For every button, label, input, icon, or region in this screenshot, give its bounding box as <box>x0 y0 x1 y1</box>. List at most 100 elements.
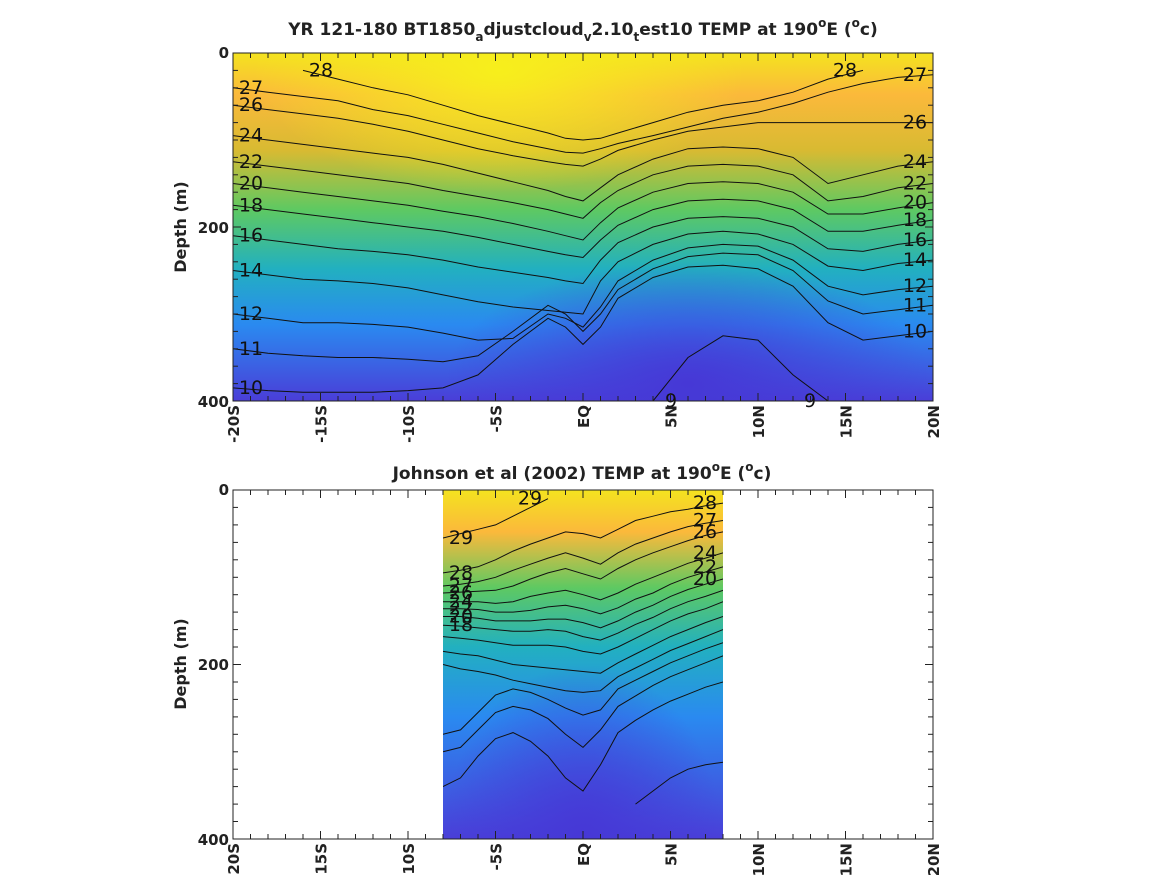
xtick-label: 5N <box>663 843 681 866</box>
isotherm-22 <box>233 161 933 219</box>
isotherm-16 <box>233 216 933 285</box>
xtick-label: 5N <box>663 405 681 428</box>
xtick-label: 10N <box>750 405 768 438</box>
xtick-label: EQ <box>575 843 593 866</box>
top-ytick-200: 200 <box>198 219 229 237</box>
top-title: YR 121-180 BT1850adjustcloudv2.10test10 … <box>287 16 878 44</box>
xtick-label: -20S <box>225 405 243 443</box>
xtick-label: 20N <box>925 405 943 438</box>
contour-label: 22 <box>449 598 473 620</box>
contour-label: 27 <box>903 64 927 86</box>
top-xtick-labels: -20S -15S -10S -5S EQ 5N 10N 15N 20N <box>225 405 943 443</box>
isotherm-12 <box>443 642 723 735</box>
isotherm-18 <box>443 589 723 641</box>
contour-label: 12 <box>239 303 263 325</box>
isotherm-28 <box>443 502 723 574</box>
contour-label: 22 <box>693 556 717 578</box>
isotherm-22 <box>443 566 723 615</box>
isotherm-9 <box>652 335 829 401</box>
contour-label: 26 <box>903 112 927 134</box>
bottom-ytick-0: 0 <box>219 481 229 499</box>
isotherm-27 <box>233 74 933 154</box>
contour-label: 24 <box>903 151 927 173</box>
bottom-xtick-labels: -20S -15S -10S -5S EQ 5N 10N 15N 20N <box>225 843 943 875</box>
contour-label: 14 <box>903 249 927 271</box>
contour-label: 27 <box>449 575 473 597</box>
top-contours <box>233 69 933 401</box>
contour-label: 28 <box>449 562 473 584</box>
top-panel: YR 121-180 BT1850adjustcloudv2.10test10 … <box>171 16 943 443</box>
isotherm-10 <box>443 681 723 792</box>
bottom-title: Johnson et al (2002) TEMP at 190oE (oc) <box>392 460 772 484</box>
contour-label: 28 <box>833 59 857 81</box>
xtick-label: -15S <box>313 843 331 875</box>
isotherm-11 <box>233 252 933 363</box>
isotherm-11 <box>443 655 723 753</box>
xtick-label: 20N <box>925 843 943 875</box>
contour-label: 26 <box>239 94 263 116</box>
contour-label: 27 <box>693 510 717 532</box>
xtick-label: 15N <box>838 843 856 875</box>
contour-label: 28 <box>693 492 717 514</box>
contour-label: 22 <box>903 173 927 195</box>
contour-label: 20 <box>903 192 927 214</box>
contour-label: 10 <box>903 320 927 342</box>
bottom-panel: Johnson et al (2002) TEMP at 190oE (oc) … <box>171 460 943 875</box>
contour-label: 12 <box>903 275 927 297</box>
isotherm-14 <box>443 616 723 674</box>
contour-label: 18 <box>449 614 473 636</box>
contour-label: 11 <box>239 338 263 360</box>
isotherm-26 <box>233 104 933 167</box>
contour-label: 16 <box>903 229 927 251</box>
contour-label: 11 <box>903 294 927 316</box>
xtick-label: -20S <box>225 843 243 875</box>
isotherm-18 <box>233 198 933 259</box>
isotherm-12 <box>233 243 933 341</box>
xtick-label: 10N <box>750 843 768 875</box>
isotherm-9 <box>635 761 723 805</box>
xtick-label: -10S <box>400 843 418 875</box>
contour-label: 20 <box>449 606 473 628</box>
bottom-ylabel: Depth (m) <box>171 618 190 710</box>
bottom-ytick-400: 400 <box>198 831 229 849</box>
top-ylabel: Depth (m) <box>171 181 190 273</box>
contour-label: 14 <box>239 260 263 282</box>
isotherm-27 <box>443 520 723 587</box>
isotherm-24 <box>443 552 723 604</box>
contour-label: 18 <box>239 194 263 216</box>
contour-label: 24 <box>449 591 473 613</box>
xtick-label: -10S <box>400 405 418 443</box>
xtick-label: EQ <box>575 405 593 428</box>
top-ytick-0: 0 <box>219 44 229 62</box>
bottom-contours <box>443 498 723 805</box>
bottom-ytick-200: 200 <box>198 656 229 674</box>
contour-label: 10 <box>239 377 263 399</box>
contour-label: 18 <box>903 209 927 231</box>
xtick-label: -5S <box>488 843 506 870</box>
xtick-label: 15N <box>838 405 856 438</box>
isotherm-13 <box>443 629 723 693</box>
contour-label: 16 <box>239 225 263 247</box>
contour-label: 26 <box>693 521 717 543</box>
xtick-label: -15S <box>313 405 331 443</box>
contour-label: 20 <box>239 173 263 195</box>
contour-label: 29 <box>518 488 542 510</box>
bottom-colormap <box>443 490 723 839</box>
contour-label: 20 <box>693 568 717 590</box>
contour-label: 26 <box>449 582 473 604</box>
contour-label: 24 <box>693 542 717 564</box>
isotherm-16 <box>443 601 723 655</box>
contour-label: 28 <box>309 59 333 81</box>
top-ytick-400: 400 <box>198 393 229 411</box>
top-ticks <box>232 52 934 402</box>
isotherm-14 <box>233 230 933 315</box>
top-colormap <box>233 53 933 401</box>
isotherm-24 <box>233 135 933 202</box>
isotherm-10 <box>233 264 933 393</box>
isotherm-26 <box>443 531 723 594</box>
contour-label: 29 <box>449 527 473 549</box>
isotherm-20 <box>233 181 933 241</box>
